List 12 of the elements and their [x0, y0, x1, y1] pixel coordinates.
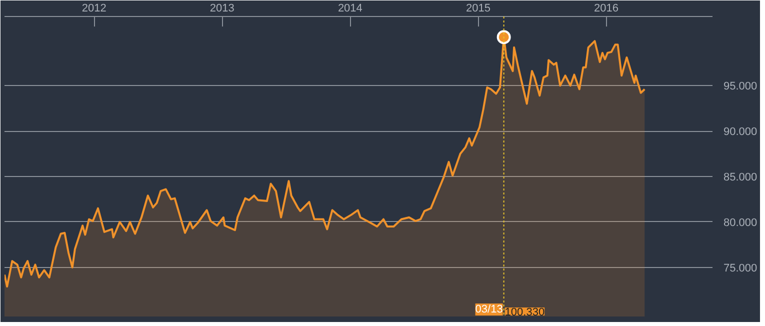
annotation: 03/13 — [475, 304, 503, 316]
x-tick-label: 2016 — [594, 2, 618, 14]
annotation: 100.330 — [504, 306, 545, 318]
y-tick-label: 95.000 — [724, 80, 758, 93]
y-tick-label: 75.000 — [724, 262, 758, 274]
x-tick-label: 2014 — [338, 2, 362, 14]
y-tick-label: 90.000 — [724, 126, 758, 138]
y-tick-label: 80.000 — [724, 216, 758, 229]
x-tick-label: 2015 — [466, 2, 490, 14]
x-tick-label: 2013 — [210, 2, 234, 14]
x-tick-label: 2012 — [82, 2, 106, 14]
y-tick-label: 85.000 — [724, 172, 758, 184]
